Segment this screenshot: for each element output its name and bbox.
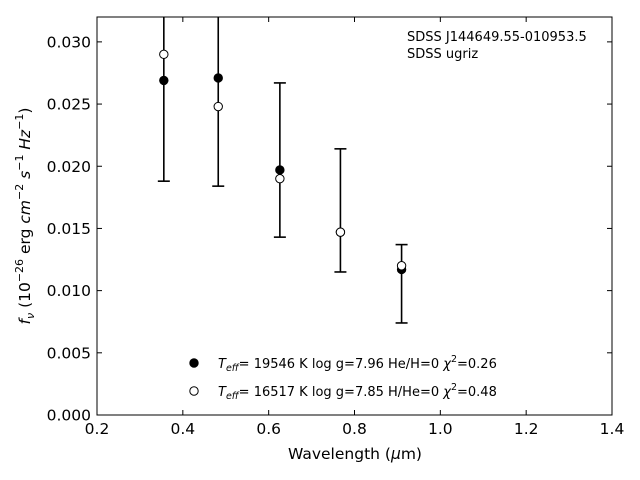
data-markers [159,49,407,275]
legend-1-logg: log g=7.96 [312,357,384,372]
legend-1-teff: 19546 K [254,357,308,372]
y-tick-label: 0.005 [47,344,91,362]
y-tick-label: 0.025 [47,96,91,114]
annotation-line-2: SDSS ugriz [407,47,478,62]
plot-frame [96,16,613,416]
x-axis-label: Wavelength (μm) [288,445,422,463]
legend-2-teff: 16517 K [254,385,308,400]
open-data-point [159,49,169,60]
axis-ticks: 0.2 0.4 0.6 0.8 1.0 1.2 1.4 0.000 0.005 0.010 0.01… [47,17,625,438]
y-tick-label: 0.020 [47,158,91,176]
legend-marker-open [189,386,199,396]
filled-data-point [159,75,169,86]
x-tick-label: 1.2 [514,420,539,438]
open-data-point [213,101,223,112]
x-tick-label: 0.2 [85,420,110,438]
y-tick-label: 0.010 [47,282,91,300]
annotation-line-1: SDSS J144649.55-010953.5 [407,30,587,45]
legend-entry-1: Teff= 19546 K log g=7.96 He/H=0 χ2=0.26 [218,354,497,374]
error-bars [157,17,408,324]
legend-entry-2: Teff= 16517 K log g=7.85 H/He=0 χ2=0.48 [218,382,497,402]
y-tick-label: 0.015 [47,220,91,238]
legend-2-logg: log g=7.85 [312,385,384,400]
x-tick-label: 1.4 [600,420,625,438]
x-tick-label: 1.0 [428,420,453,438]
legend-1-chi: =0.26 [457,357,497,372]
legend-2-chi: =0.48 [457,385,497,400]
y-tick-label: 0.000 [47,407,91,425]
x-tick-label: 0.6 [256,420,281,438]
legend-2-comp: H/He=0 [388,385,439,400]
legend-marker-filled [189,358,199,368]
open-data-point [275,173,285,184]
filled-data-point [275,165,285,175]
filled-data-point [213,73,223,83]
legend-1-comp: He/H=0 [388,357,439,372]
open-data-point [396,261,407,271]
legend: Teff= 19546 K log g=7.96 He/H=0 χ2=0.26 … [189,354,497,402]
y-axis-label: fν (10−26 erg cm−2 s−1 Hz−1) [13,108,37,325]
x-tick-label: 0.8 [342,420,367,438]
open-data-point [335,227,346,237]
x-tick-label: 0.4 [171,420,196,438]
y-tick-label: 0.030 [47,33,91,51]
